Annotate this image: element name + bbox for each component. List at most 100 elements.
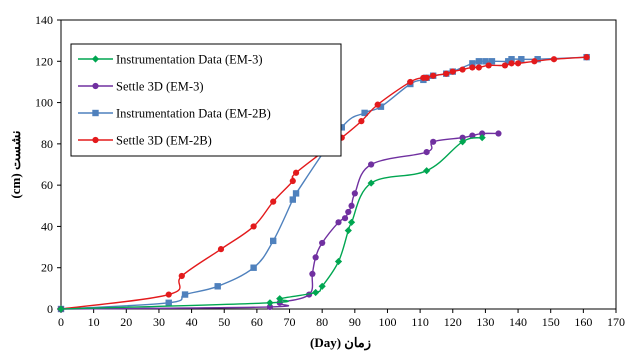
x-tick-label: 20 xyxy=(120,315,132,329)
legend-marker xyxy=(92,136,99,144)
data-point xyxy=(266,303,274,311)
data-point xyxy=(458,138,467,146)
legend-label: Instrumentation Data (EM-3) xyxy=(116,53,262,67)
data-point xyxy=(508,56,515,63)
data-point xyxy=(266,299,274,307)
axis-titles: زمان (Day) نشست (cm) xyxy=(8,130,371,351)
x-tick-label: 0 xyxy=(58,315,64,329)
data-point xyxy=(338,124,345,131)
data-point xyxy=(534,56,541,63)
y-tick-label: 20 xyxy=(41,261,53,275)
x-tick-label: 10 xyxy=(88,315,100,329)
data-point xyxy=(501,62,509,69)
data-point xyxy=(292,190,300,197)
y-tick-label: 60 xyxy=(41,178,53,192)
data-point xyxy=(430,72,437,79)
data-point xyxy=(367,179,375,187)
data-point xyxy=(312,288,320,297)
legend-marker xyxy=(92,109,99,117)
x-tick-label: 140 xyxy=(509,315,527,329)
data-point xyxy=(270,237,277,245)
x-tick-label: 70 xyxy=(284,315,296,329)
x-axis-title: زمان (Day) xyxy=(310,335,371,351)
data-point xyxy=(459,134,466,141)
legend-label: Settle 3D (EM-2B) xyxy=(116,134,212,148)
x-tick-label: 120 xyxy=(444,315,462,329)
x-tick-label: 60 xyxy=(251,315,263,329)
x-tick-label: 150 xyxy=(542,315,560,329)
data-point xyxy=(57,305,65,313)
data-point xyxy=(181,291,189,298)
data-point xyxy=(270,198,277,205)
data-point xyxy=(289,196,296,203)
data-point xyxy=(449,68,456,75)
x-tick-label: 90 xyxy=(349,315,361,329)
data-point xyxy=(335,219,342,226)
data-point xyxy=(459,66,466,73)
data-point xyxy=(550,56,558,63)
series-line xyxy=(60,132,499,310)
data-point xyxy=(514,60,522,67)
data-point xyxy=(443,70,450,77)
series-3 xyxy=(57,54,590,313)
data-point xyxy=(318,282,326,290)
series-layer xyxy=(57,53,590,313)
x-tick-label: 160 xyxy=(574,315,592,329)
data-point xyxy=(214,283,221,290)
series-0 xyxy=(57,134,486,313)
data-point xyxy=(377,103,385,110)
data-point xyxy=(361,109,368,117)
x-tick-label: 130 xyxy=(476,315,494,329)
data-point xyxy=(178,272,185,280)
data-point xyxy=(469,132,476,139)
data-point xyxy=(475,64,482,71)
data-point xyxy=(583,54,590,61)
y-tick-label: 140 xyxy=(35,13,53,27)
data-point xyxy=(469,64,476,71)
data-point xyxy=(469,60,476,67)
data-point xyxy=(485,62,492,69)
x-tick-label: 110 xyxy=(411,315,429,329)
data-point xyxy=(165,291,172,298)
legend: Instrumentation Data (EM-3) Settle 3D (EM… xyxy=(70,43,342,157)
legend-box xyxy=(70,43,342,157)
data-point xyxy=(423,74,430,81)
y-tick-label: 120 xyxy=(35,54,53,68)
data-point xyxy=(358,118,365,125)
y-tick-label: 80 xyxy=(41,137,53,151)
y-axis-title: نشست (cm) xyxy=(8,130,23,198)
data-point xyxy=(475,58,483,65)
data-point xyxy=(250,223,257,230)
data-point xyxy=(430,138,437,145)
data-point xyxy=(482,58,489,65)
data-point xyxy=(423,167,431,175)
data-point xyxy=(341,215,349,222)
x-tick-label: 100 xyxy=(378,315,396,329)
data-point xyxy=(348,202,355,209)
data-point xyxy=(374,101,381,108)
x-tick-label: 50 xyxy=(218,315,230,329)
y-tick-label: 40 xyxy=(41,219,53,233)
x-tick-label: 30 xyxy=(153,315,165,329)
data-point xyxy=(508,60,515,67)
data-point xyxy=(518,56,525,63)
series-1 xyxy=(57,130,502,313)
x-tick-label: 80 xyxy=(316,315,328,329)
data-point xyxy=(276,295,284,303)
legend-label: Instrumentation Data (EM-2B) xyxy=(116,107,271,121)
data-point xyxy=(478,134,486,142)
legend-label: Settle 3D (EM-3) xyxy=(116,80,203,94)
data-point xyxy=(345,208,352,216)
series-line xyxy=(60,136,483,310)
data-point xyxy=(309,270,316,278)
data-point xyxy=(479,130,486,137)
data-point xyxy=(319,239,326,247)
data-point xyxy=(344,226,352,235)
data-point xyxy=(351,190,358,197)
data-point xyxy=(217,246,225,253)
data-point xyxy=(250,264,257,271)
legend-marker xyxy=(91,55,100,63)
data-point xyxy=(312,254,319,261)
data-point xyxy=(292,169,300,176)
